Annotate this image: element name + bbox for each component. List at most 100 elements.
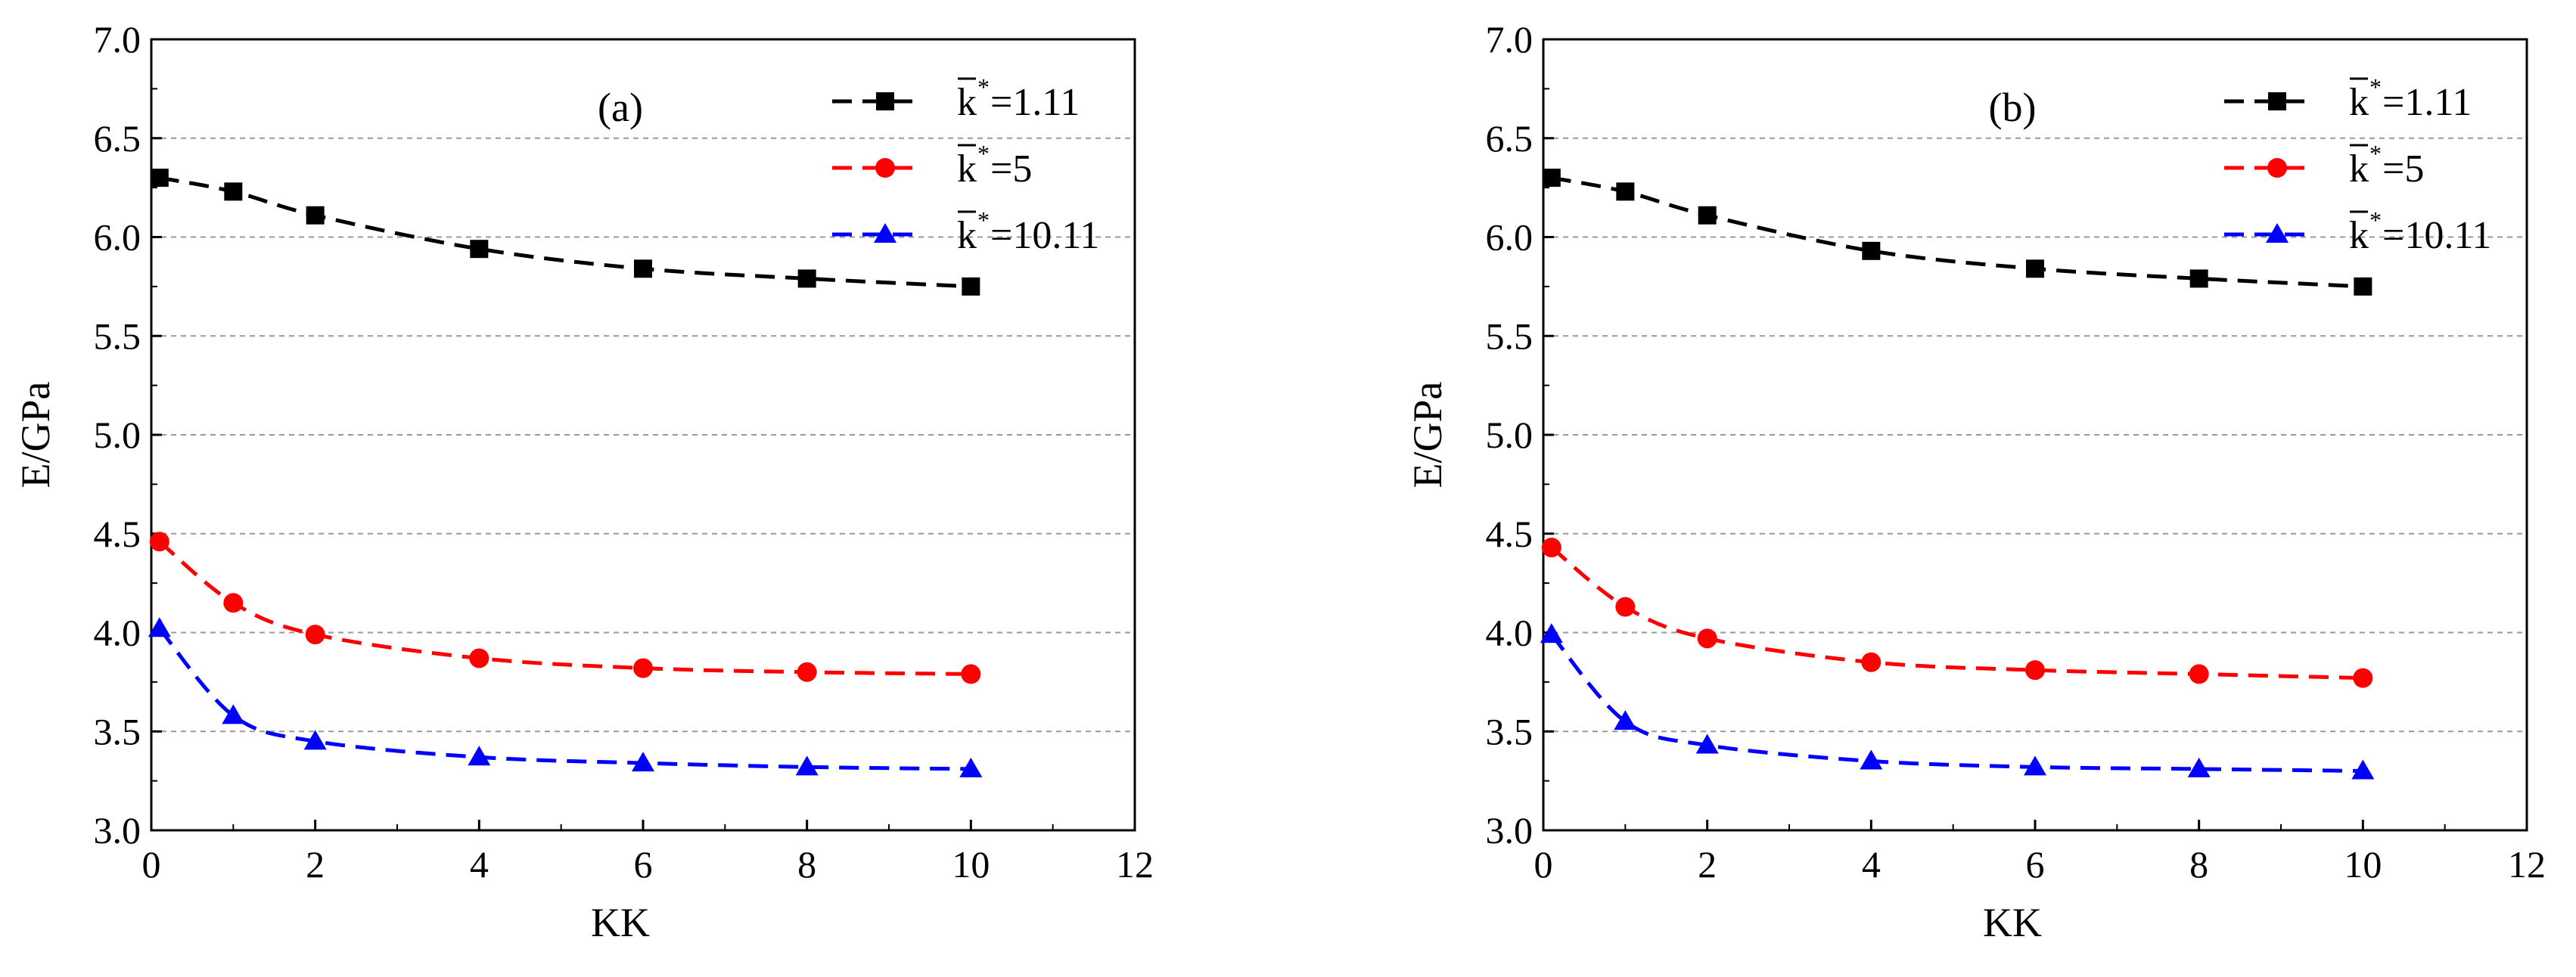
legend-k-symbol: k xyxy=(2349,81,2369,124)
data-point xyxy=(303,730,327,750)
data-point xyxy=(795,755,819,776)
data-point xyxy=(633,658,653,678)
data-point xyxy=(1616,182,1635,201)
panel-label: (b) xyxy=(1989,85,2037,130)
x-tick-label: 4 xyxy=(470,843,489,886)
data-point xyxy=(1698,206,1717,225)
data-point xyxy=(2187,757,2211,777)
x-tick-label: 6 xyxy=(634,843,653,886)
y-tick-label: 6.5 xyxy=(94,117,141,160)
y-tick-label: 5.0 xyxy=(1486,414,1533,456)
y-tick-label: 3.0 xyxy=(1486,809,1533,851)
series-line xyxy=(1550,546,2363,681)
data-point xyxy=(1697,628,1717,649)
series-0 xyxy=(1542,169,2372,296)
y-tick-label: 5.5 xyxy=(1486,315,1533,357)
data-point xyxy=(1861,652,1882,672)
series-line xyxy=(1549,633,2363,774)
data-point xyxy=(1542,169,1561,188)
y-tick-label: 3.5 xyxy=(94,710,141,752)
series-line xyxy=(1551,175,2363,289)
x-tick-label: 6 xyxy=(2026,843,2045,886)
y-axis-title: E/GPa xyxy=(1405,381,1450,488)
y-tick-label: 4.0 xyxy=(1486,612,1533,654)
x-tick-label: 2 xyxy=(1698,843,1717,886)
legend-item-0: k * =1.11 xyxy=(832,73,1080,124)
data-point xyxy=(222,704,245,724)
y-tick-label: 5.0 xyxy=(94,414,141,456)
legend-item-2: k * =10.11 xyxy=(2224,206,2491,257)
legend-superscript: * xyxy=(977,206,990,234)
legend-k-symbol: k xyxy=(957,147,977,191)
data-point xyxy=(1862,241,1881,260)
y-tick-label: 4.5 xyxy=(94,513,141,555)
data-point xyxy=(2351,759,2375,780)
x-axis-title: KK xyxy=(591,900,650,945)
x-tick-label: 10 xyxy=(2344,843,2382,886)
chart-panel-a: 3.0 3.5 4.0 4.5 5.0 5.5 6.0 6.5 7.0 0 2 4 6 8 10 12 KK E/… xyxy=(13,18,1154,945)
y-tick-label: 6.0 xyxy=(94,216,141,259)
data-point xyxy=(2026,259,2044,278)
legend-label: =10.11 xyxy=(2382,214,2491,257)
data-point xyxy=(470,240,489,259)
y-tick-label: 6.0 xyxy=(1486,216,1533,259)
data-point xyxy=(224,182,243,201)
series-line xyxy=(159,175,971,289)
x-tick-label: 2 xyxy=(306,843,325,886)
legend-superscript: * xyxy=(2369,73,2382,101)
chart-panel-b: 3.0 3.5 4.0 4.5 5.0 5.5 6.0 6.5 7.0 0 2 4 6 8 10 12 KK E/… xyxy=(1405,18,2546,945)
data-point xyxy=(148,617,171,637)
data-point xyxy=(1540,623,1563,644)
data-point xyxy=(2353,668,2373,688)
x-tick-label: 0 xyxy=(142,843,161,886)
data-point xyxy=(305,625,325,645)
data-point xyxy=(306,206,325,225)
x-tick-label: 12 xyxy=(2508,843,2546,886)
legend-item-1: k * =5 xyxy=(2224,140,2424,191)
x-axis-title: KK xyxy=(1983,900,2042,945)
legend-marker xyxy=(876,92,894,110)
legend-superscript: * xyxy=(977,140,990,167)
data-point xyxy=(2024,755,2046,776)
legend-label: =1.11 xyxy=(990,81,1080,124)
y-tick-label: 3.5 xyxy=(1486,710,1533,752)
x-tick-label: 8 xyxy=(2189,843,2208,886)
legend-label: =5 xyxy=(990,147,1032,191)
series-1 xyxy=(149,532,981,684)
data-point xyxy=(797,269,816,288)
data-point xyxy=(1615,597,1636,617)
legend-k-symbol: k xyxy=(2349,214,2369,257)
x-tick-label: 12 xyxy=(1116,843,1154,886)
series-1 xyxy=(1541,538,2373,688)
data-point xyxy=(961,664,981,684)
data-point xyxy=(1695,734,1719,754)
data-point xyxy=(959,757,983,777)
data-point xyxy=(634,259,652,278)
data-point xyxy=(2025,660,2045,681)
legend-marker xyxy=(2268,92,2286,110)
data-point xyxy=(149,532,169,552)
data-point xyxy=(150,169,169,188)
legend-item-2: k * =10.11 xyxy=(832,206,1099,257)
data-point xyxy=(797,662,817,682)
panel-label: (a) xyxy=(598,85,643,130)
data-point xyxy=(2354,277,2372,296)
series-line xyxy=(158,540,971,676)
y-tick-label: 6.5 xyxy=(1486,117,1533,160)
legend-k-symbol: k xyxy=(957,214,977,257)
data-point xyxy=(2189,664,2209,684)
data-point xyxy=(1541,538,1561,558)
y-axis-title: E/GPa xyxy=(13,381,58,488)
legend-k-symbol: k xyxy=(2349,147,2369,191)
x-tick-label: 4 xyxy=(1862,843,1881,886)
legend-label: =1.11 xyxy=(2382,81,2472,124)
data-point xyxy=(2189,269,2208,288)
legend-label: =10.11 xyxy=(990,214,1099,257)
legend-superscript: * xyxy=(2369,140,2382,167)
data-point xyxy=(632,752,654,772)
legend-superscript: * xyxy=(977,73,990,101)
legend-item-1: k * =5 xyxy=(832,140,1032,191)
data-point xyxy=(469,648,489,668)
data-point xyxy=(962,277,980,296)
